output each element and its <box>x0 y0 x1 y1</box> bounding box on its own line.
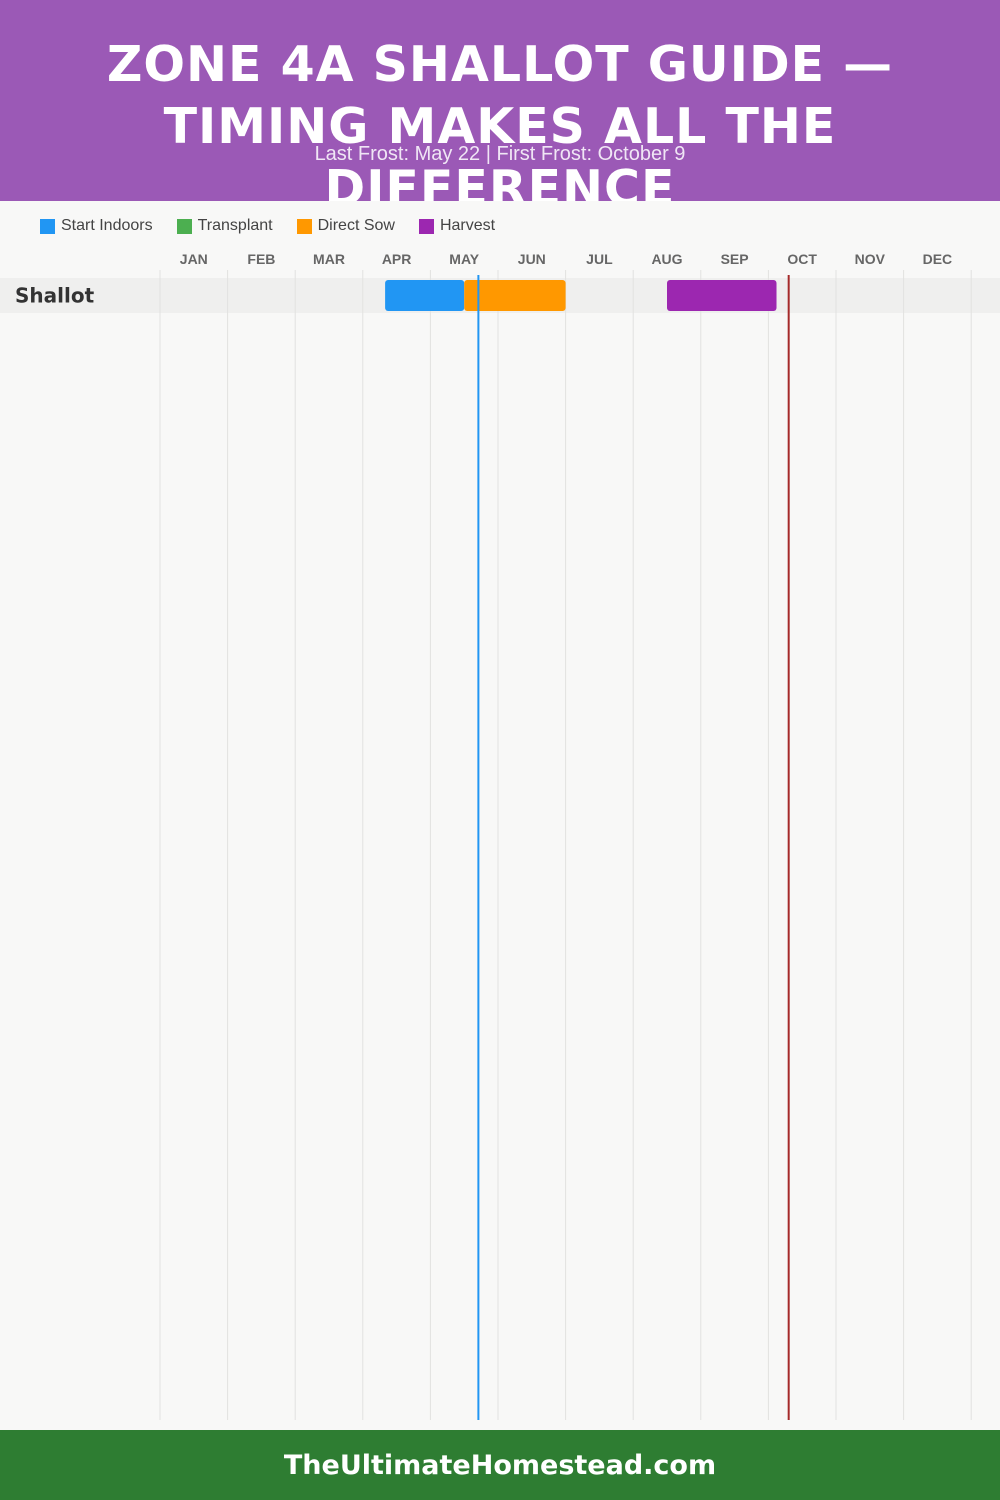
legend-swatch-start-indoors <box>40 218 55 234</box>
crop-row-label: Shallot <box>15 284 95 308</box>
month-tick-label: NOV <box>855 251 886 267</box>
legend-item-transplant: Transplant <box>176 217 273 235</box>
month-tick-label: JAN <box>180 251 208 267</box>
footer-website-link[interactable]: TheUltimateHomestead.com <box>283 1449 717 1481</box>
month-tick-label: MAR <box>313 251 345 267</box>
page-title: ZONE 4A SHALLOT GUIDE — TIMING MAKES ALL… <box>106 36 894 201</box>
legend-item-harvest: Harvest <box>418 217 496 235</box>
frost-dates-subtitle: Last Frost: May 22 | First Frost: Octobe… <box>314 143 686 165</box>
legend-label: Direct Sow <box>317 217 395 234</box>
legend-item-direct-sow: Direct Sow <box>296 217 395 235</box>
legend-label: Transplant <box>197 217 273 234</box>
bar-direct-sow <box>464 280 566 311</box>
month-tick-label: OCT <box>787 251 817 267</box>
footer: TheUltimateHomestead.com <box>0 1430 1000 1500</box>
legend-swatch-direct-sow <box>296 218 312 234</box>
legend-label: Start Indoors <box>61 217 153 234</box>
legend-swatch-harvest <box>418 218 434 234</box>
bar-start-indoors <box>385 280 465 311</box>
month-tick-label: DEC <box>923 251 953 267</box>
month-tick-label: FEB <box>247 251 275 267</box>
month-tick-label: APR <box>382 251 412 267</box>
legend-swatch-transplant <box>176 218 192 234</box>
month-tick-label: MAY <box>449 251 479 267</box>
month-tick-label: JUL <box>586 251 613 267</box>
planting-calendar-chart: JAN FEB MAR APR MAY JUN JUL AUG SEP OCT NOV DEC Shal… <box>0 251 1000 1420</box>
month-tick-label: AUG <box>651 251 682 267</box>
legend-label: Harvest <box>439 217 496 234</box>
bar-harvest <box>667 280 777 311</box>
legend: Start Indoors Transplant Direct Sow Harv… <box>40 215 519 237</box>
month-tick-label: JUN <box>518 251 546 267</box>
legend-item-start-indoors: Start Indoors <box>40 217 153 235</box>
header-banner: ZONE 4A SHALLOT GUIDE — TIMING MAKES ALL… <box>0 0 1000 201</box>
month-tick-label: SEP <box>721 251 749 267</box>
